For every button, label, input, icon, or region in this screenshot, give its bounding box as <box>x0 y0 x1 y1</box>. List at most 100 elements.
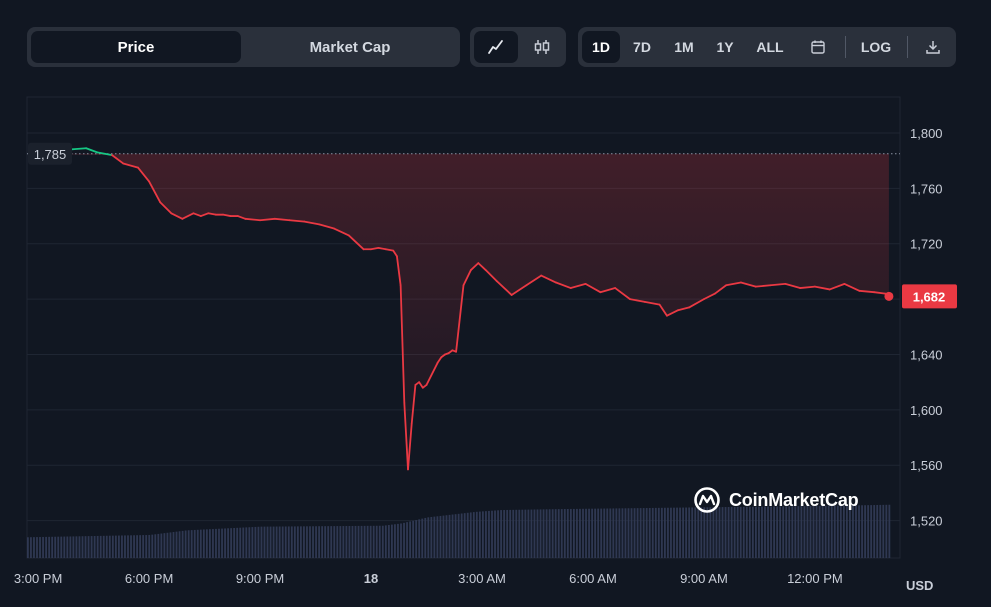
volume-bar <box>615 508 618 558</box>
calendar-icon[interactable] <box>800 31 836 63</box>
volume-bar <box>597 508 600 558</box>
price-segment <box>259 217 276 222</box>
volume-bar <box>515 509 518 558</box>
y-tick-label: 1,720 <box>910 237 943 252</box>
price-segment <box>377 246 387 251</box>
log-scale-button[interactable]: LOG <box>860 39 892 55</box>
volume-bar <box>518 509 521 558</box>
volume-bar <box>582 508 584 558</box>
price-segment <box>192 212 202 217</box>
open-price-badge <box>28 142 72 165</box>
volume-bar <box>66 536 69 558</box>
volume-bar <box>667 507 669 558</box>
price-segment <box>333 227 350 237</box>
volume-bar <box>254 526 257 558</box>
volume-bar <box>736 506 739 558</box>
volume-bar <box>867 505 870 558</box>
volume-bar <box>679 507 681 558</box>
volume-bar <box>642 508 645 558</box>
volume-bar <box>96 535 99 558</box>
volume-bar <box>133 535 135 558</box>
price-segment <box>85 147 99 154</box>
volume-bar <box>333 526 336 558</box>
volume-bar <box>348 525 351 558</box>
volume-bar <box>293 526 296 558</box>
metric-tab-group: Price Market Cap <box>27 27 460 67</box>
volume-bar <box>576 508 578 558</box>
volume-bar <box>527 509 530 558</box>
price-segment <box>462 269 472 287</box>
tab-price[interactable]: Price <box>31 31 241 63</box>
x-axis: 3:00 PM 6:00 PM 9:00 PM 18 3:00 AM 6:00 AM 9:0… <box>14 571 843 586</box>
volume-bar <box>700 507 703 558</box>
coinmarketcap-watermark: CoinMarketCap <box>693 486 859 514</box>
volume-bar <box>870 505 873 558</box>
price-segment <box>584 282 602 294</box>
range-1y-button[interactable]: 1Y <box>716 39 734 55</box>
volume-bar <box>142 535 145 558</box>
price-segment <box>599 287 617 294</box>
volume-bar <box>84 536 87 558</box>
price-segment <box>495 280 513 296</box>
volume-bar <box>160 533 163 558</box>
chart-style-group <box>470 27 566 67</box>
volume-bar <box>60 536 63 558</box>
volume-bar <box>363 525 366 558</box>
volume-bar <box>676 507 678 558</box>
volume-bar <box>485 511 487 558</box>
volume-bar <box>327 526 330 558</box>
volume-bar <box>742 506 745 558</box>
volume-bar <box>245 527 248 558</box>
price-segment <box>677 306 691 312</box>
volume-bar <box>299 526 302 558</box>
volume-bar <box>451 514 454 558</box>
range-1m-button[interactable]: 1M <box>674 39 694 55</box>
volume-bar <box>215 528 217 558</box>
volume-bar <box>403 522 405 558</box>
volume-bar <box>463 513 466 558</box>
volume-bar <box>157 533 160 558</box>
volume-bar <box>139 535 142 558</box>
range-7d-button[interactable]: 7D <box>633 39 651 55</box>
volume-bar <box>169 532 172 558</box>
volume-bar <box>588 508 590 558</box>
price-segment <box>754 284 772 288</box>
volume-bar <box>512 509 515 558</box>
download-icon[interactable] <box>916 31 950 63</box>
volume-bar <box>873 505 876 558</box>
volume-bar <box>718 507 721 558</box>
line-chart-icon[interactable] <box>474 31 518 63</box>
volume-bar <box>108 535 111 558</box>
volume-bar <box>69 536 72 558</box>
volume-bar <box>330 526 333 558</box>
volume-bar <box>57 536 60 558</box>
volume-bar <box>806 506 809 558</box>
volume-bar <box>287 526 290 558</box>
price-segment <box>403 402 409 471</box>
volume-bar <box>221 528 223 558</box>
volume-bar <box>703 507 706 558</box>
y-tick-label: 1,640 <box>910 347 943 362</box>
volume-bar <box>457 513 460 558</box>
volume-bar <box>491 510 493 558</box>
price-badges: 1,785 1,682 <box>28 142 957 309</box>
volume-bar <box>788 506 791 558</box>
volume-bar <box>606 508 609 558</box>
volume-bar <box>585 508 587 558</box>
volume-bar <box>779 506 782 558</box>
volume-bar <box>303 526 305 558</box>
price-segment <box>725 281 742 287</box>
candlestick-icon[interactable] <box>520 31 564 63</box>
range-all-button[interactable]: ALL <box>756 39 784 55</box>
volume-bar <box>800 506 803 558</box>
volume-bar <box>339 526 342 558</box>
tab-market-cap[interactable]: Market Cap <box>309 38 391 56</box>
volume-bar <box>445 515 448 558</box>
range-1d-button[interactable]: 1D <box>582 31 620 63</box>
x-tick-label: 6:00 AM <box>569 571 617 586</box>
volume-bar <box>827 505 830 558</box>
price-segment <box>666 309 679 317</box>
volume-bar <box>394 524 396 558</box>
y-tick-label: 1,800 <box>910 126 943 141</box>
